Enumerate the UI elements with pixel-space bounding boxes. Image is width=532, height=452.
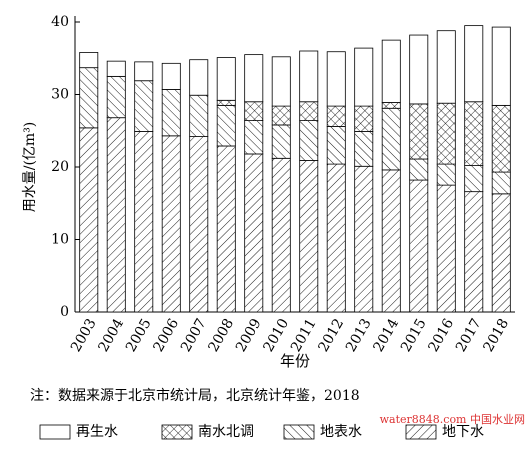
bar-segment bbox=[464, 101, 484, 166]
y-tick-label: 0 bbox=[60, 304, 69, 320]
bar-segment bbox=[271, 124, 291, 159]
bar-segment bbox=[189, 94, 209, 137]
bar-segment bbox=[244, 54, 264, 103]
bar-segment bbox=[134, 61, 154, 82]
bar-segment bbox=[216, 145, 236, 313]
bar-segment bbox=[464, 191, 484, 313]
x-tick-label: 2015 bbox=[398, 316, 430, 355]
x-tick-label: 2005 bbox=[123, 316, 155, 355]
x-tick-label: 2016 bbox=[426, 316, 458, 355]
x-tick-label: 2004 bbox=[96, 316, 128, 355]
x-tick-label: 2014 bbox=[371, 316, 403, 355]
bar-segment bbox=[299, 160, 319, 313]
note: 注：数据来源于北京市统计局，北京统计年鉴，2018 bbox=[30, 387, 360, 404]
bar-segment bbox=[381, 169, 401, 313]
bar-segment bbox=[326, 51, 346, 107]
bar-segment bbox=[106, 75, 126, 119]
bar-segment bbox=[326, 163, 346, 313]
bar-segment bbox=[216, 99, 236, 106]
legend-swatch bbox=[161, 424, 193, 440]
bar-segment bbox=[326, 126, 346, 165]
bar-segment bbox=[381, 107, 401, 171]
y-tick-label: 40 bbox=[51, 14, 69, 30]
bar-segment bbox=[409, 179, 429, 313]
bar-segment bbox=[299, 101, 319, 122]
bar-segment bbox=[79, 127, 99, 313]
x-tick-label: 2006 bbox=[151, 316, 183, 355]
x-tick-label: 2003 bbox=[68, 316, 100, 355]
bar-segment bbox=[436, 184, 456, 313]
bar-segment bbox=[326, 105, 346, 127]
x-tick-label: 2017 bbox=[453, 316, 485, 355]
legend-swatch bbox=[39, 424, 71, 440]
legend-label: 南水北调 bbox=[198, 424, 254, 440]
bar-segment bbox=[79, 52, 99, 69]
x-tick-label: 2009 bbox=[233, 316, 265, 355]
x-tick-label: 2011 bbox=[288, 316, 320, 355]
y-tick-label: 20 bbox=[51, 159, 69, 175]
bar-segment bbox=[299, 120, 319, 161]
bar-segment bbox=[436, 30, 456, 104]
bar-segment bbox=[216, 57, 236, 101]
bar-segment bbox=[244, 120, 264, 155]
bar-segment bbox=[271, 105, 291, 126]
bar-segment bbox=[491, 171, 511, 195]
bar-segment bbox=[436, 102, 456, 165]
legend-swatch bbox=[405, 424, 437, 440]
y-axis-label: 用水量/(亿m³) bbox=[22, 122, 38, 213]
bar-segment bbox=[436, 163, 456, 186]
bar-segment bbox=[464, 165, 484, 193]
legend-label: 地表水 bbox=[320, 424, 362, 440]
bar-segment bbox=[134, 131, 154, 313]
bar-segment bbox=[106, 60, 126, 77]
bar-segment bbox=[79, 67, 99, 129]
legend-label: 地下水 bbox=[442, 424, 484, 440]
bar-segment bbox=[381, 39, 401, 103]
bar-segment bbox=[464, 25, 484, 103]
y-tick-label: 30 bbox=[51, 87, 69, 103]
bar-segment bbox=[161, 89, 181, 137]
x-axis-label: 年份 bbox=[280, 352, 310, 370]
bar-segment bbox=[354, 47, 374, 107]
x-tick-label: 2007 bbox=[178, 316, 210, 355]
bar-segment bbox=[381, 102, 401, 109]
x-tick-label: 2010 bbox=[261, 316, 293, 355]
legend-swatch bbox=[283, 424, 315, 440]
bar-segment bbox=[161, 135, 181, 313]
bar-segment bbox=[189, 136, 209, 313]
bar-segment bbox=[491, 26, 511, 106]
bar-segment bbox=[409, 34, 429, 105]
bar-segment bbox=[216, 104, 236, 147]
bar-segment bbox=[354, 165, 374, 313]
bar-segment bbox=[491, 104, 511, 173]
watermark: water8848.com 中国水业网 bbox=[380, 413, 525, 426]
bar-segment bbox=[244, 101, 264, 122]
y-tick-label: 10 bbox=[51, 232, 69, 248]
bar-segment bbox=[354, 105, 374, 132]
bar-segment bbox=[189, 59, 209, 96]
bar-segment bbox=[409, 103, 429, 160]
legend-label: 再生水 bbox=[76, 424, 118, 440]
x-tick-label: 2008 bbox=[206, 316, 238, 355]
x-tick-label: 2018 bbox=[481, 316, 513, 355]
bar-segment bbox=[271, 56, 291, 107]
bar-segment bbox=[299, 50, 319, 103]
bar-segment bbox=[134, 80, 154, 132]
bar-segment bbox=[244, 153, 264, 313]
bar-segment bbox=[271, 157, 291, 313]
bar-segment bbox=[409, 158, 429, 181]
x-tick-label: 2013 bbox=[343, 316, 375, 355]
bar-segment bbox=[354, 131, 374, 167]
bar-segment bbox=[161, 62, 181, 90]
x-tick-label: 2012 bbox=[316, 316, 348, 355]
bar-segment bbox=[491, 193, 511, 313]
bar-segment bbox=[106, 117, 126, 313]
